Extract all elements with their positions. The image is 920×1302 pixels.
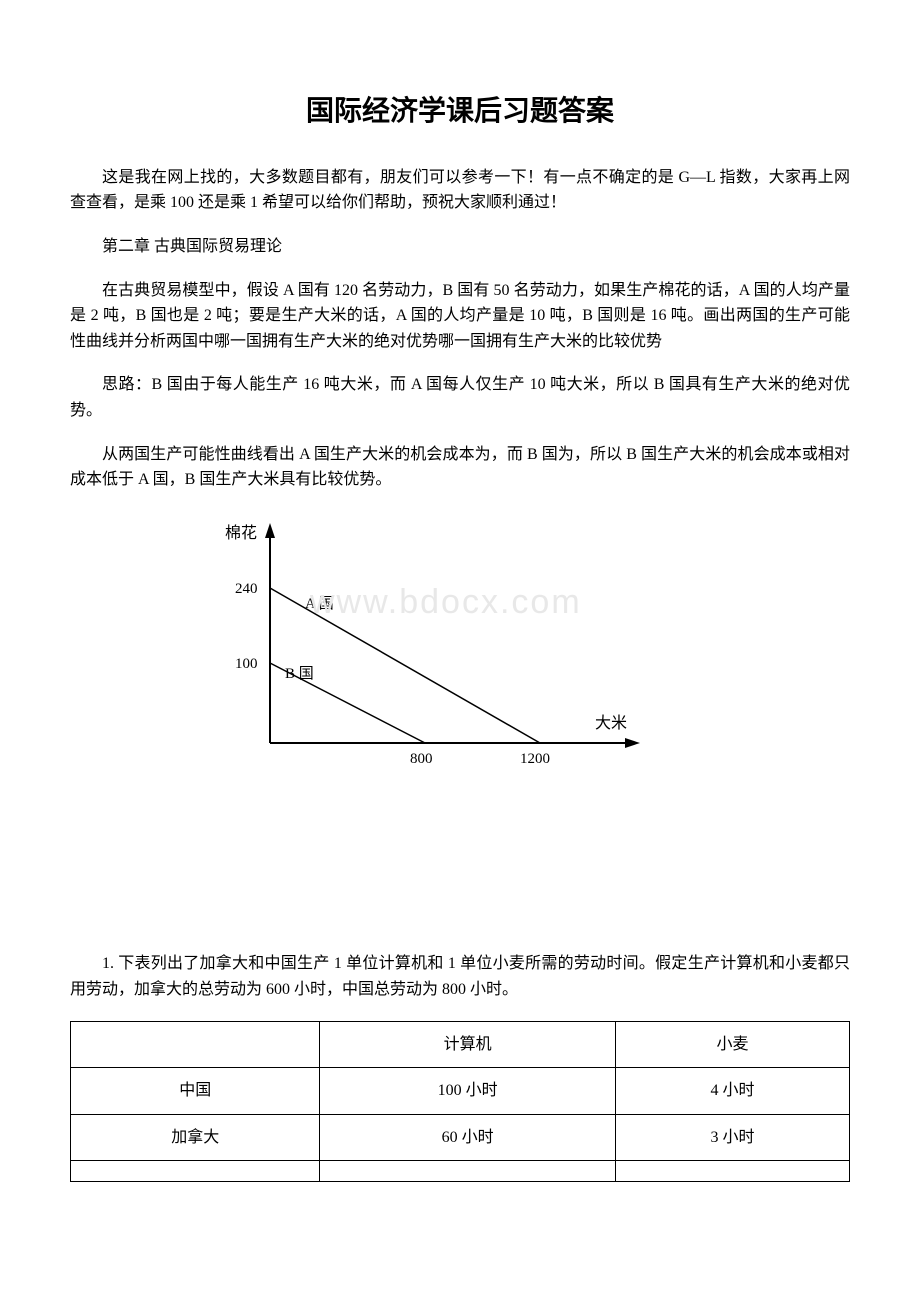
country-b-label: B 国 bbox=[285, 665, 314, 682]
table-header-computer: 计算机 bbox=[320, 1021, 615, 1068]
solution-paragraph-1: 思路：B 国由于每人能生产 16 吨大米，而 A 国每人仅生产 10 吨大米，所… bbox=[70, 372, 850, 423]
table-cell-canada-wheat: 3 小时 bbox=[615, 1114, 849, 1161]
chapter-heading: 第二章 古典国际贸易理论 bbox=[70, 234, 850, 260]
table-cell-china-label: 中国 bbox=[71, 1068, 320, 1115]
ppf-chart: www.bdocx.com 棉花 大米 240 100 800 1200 A 国… bbox=[210, 513, 850, 802]
y-tick-240: 240 bbox=[235, 581, 258, 597]
table-cell-china-computer: 100 小时 bbox=[320, 1068, 615, 1115]
x-tick-1200: 1200 bbox=[520, 751, 550, 767]
ppf-chart-svg: 棉花 大米 240 100 800 1200 A 国 B 国 bbox=[210, 513, 690, 793]
solution-paragraph-2: 从两国生产可能性曲线看出 A 国生产大米的机会成本为，而 B 国为，所以 B 国… bbox=[70, 442, 850, 493]
table-row bbox=[71, 1161, 850, 1182]
problem-paragraph-2: 1. 下表列出了加拿大和中国生产 1 单位计算机和 1 单位小麦所需的劳动时间。… bbox=[70, 951, 850, 1002]
intro-paragraph: 这是我在网上找的，大多数题目都有，朋友们可以参考一下！有一点不确定的是 G—L … bbox=[70, 165, 850, 216]
x-axis-label: 大米 bbox=[595, 714, 627, 732]
table-cell-empty bbox=[320, 1161, 615, 1182]
table-cell-canada-label: 加拿大 bbox=[71, 1114, 320, 1161]
x-tick-800: 800 bbox=[410, 751, 433, 767]
table-cell-empty bbox=[71, 1161, 320, 1182]
table-cell-empty bbox=[615, 1161, 849, 1182]
table-cell-canada-computer: 60 小时 bbox=[320, 1114, 615, 1161]
spacer bbox=[70, 831, 850, 951]
table-header-empty bbox=[71, 1021, 320, 1068]
labor-hours-table: 计算机 小麦 中国 100 小时 4 小时 加拿大 60 小时 3 小时 bbox=[70, 1021, 850, 1183]
x-axis-arrow bbox=[625, 738, 640, 748]
table-row: 中国 100 小时 4 小时 bbox=[71, 1068, 850, 1115]
country-a-label: A 国 bbox=[305, 595, 334, 612]
table-header-wheat: 小麦 bbox=[615, 1021, 849, 1068]
y-axis-label: 棉花 bbox=[225, 524, 257, 542]
table-row: 加拿大 60 小时 3 小时 bbox=[71, 1114, 850, 1161]
problem-paragraph-1: 在古典贸易模型中，假设 A 国有 120 名劳动力，B 国有 50 名劳动力，如… bbox=[70, 278, 850, 355]
y-tick-100: 100 bbox=[235, 656, 258, 672]
page-title: 国际经济学课后习题答案 bbox=[70, 90, 850, 135]
table-header-row: 计算机 小麦 bbox=[71, 1021, 850, 1068]
y-axis-arrow bbox=[265, 523, 275, 538]
table-cell-china-wheat: 4 小时 bbox=[615, 1068, 849, 1115]
